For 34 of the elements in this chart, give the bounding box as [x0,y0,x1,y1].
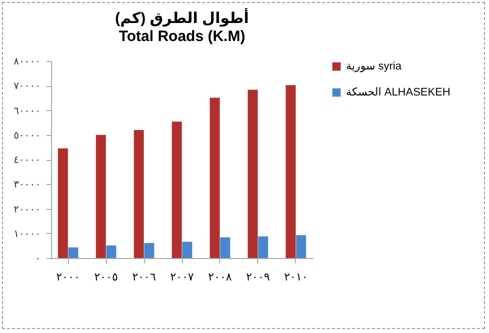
y-tick-label: ٠ [35,254,40,264]
y-tick-label: ٦٠٠٠٠ [14,106,40,117]
x-tick-label: ٢٠٠٥ [94,272,118,284]
bar [96,134,106,258]
y-tick-label: ٤٠٠٠٠ [14,155,40,166]
x-tick-label: ٢٠٠٩ [246,272,270,284]
y-tick-label: ٨٠٠٠٠ [14,56,40,68]
x-tick-label: ٢٠١٠ [284,272,308,284]
bar [286,85,296,258]
bar [144,242,154,258]
y-tick-label: ٣٠٠٠٠ [14,180,40,191]
bar [182,242,192,258]
x-tick-label: ٢٠٠٧ [170,272,194,284]
bar [68,247,78,258]
x-tick-label: ٢٠٠٨ [208,272,232,284]
x-tick-label: ٢٠٠٦ [132,272,156,284]
y-tick-label: ١٠٠٠٠ [14,228,40,240]
legend-label: سورية syria [346,60,402,72]
bar [248,90,258,258]
bar [106,245,116,258]
bar [172,122,182,258]
y-tick-label: ٧٠٠٠٠ [14,81,40,92]
y-tick-label: ٢٠٠٠٠ [14,204,40,216]
legend-label: الحسكة ALHASEKEH [346,86,450,98]
y-tick-label: ٥٠٠٠٠ [14,130,40,142]
bar [296,235,306,258]
chart-title: أطوال الطرق (كم) [115,8,249,27]
x-tick-label: ٢٠٠٠ [56,272,80,284]
bar [134,130,144,258]
bar [258,236,268,258]
bar [210,98,220,258]
bar [220,237,230,258]
chart-subtitle: Total Roads (K.M) [118,28,246,45]
bar [58,148,68,258]
